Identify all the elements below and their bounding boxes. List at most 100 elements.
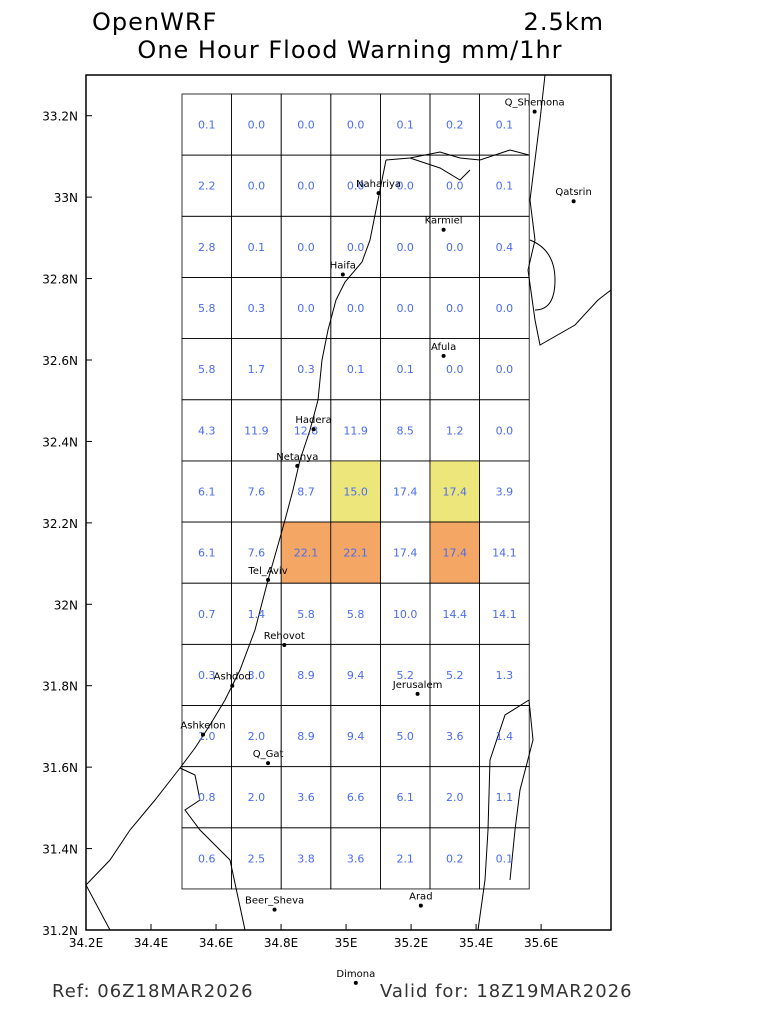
cell-value: 9.4 — [347, 730, 365, 743]
city-label: Ashdod — [214, 672, 251, 683]
city-label: Dimona — [336, 969, 375, 980]
cell-value: 3.6 — [347, 852, 365, 865]
cell-value: 2.1 — [396, 852, 414, 865]
city-dot — [441, 227, 446, 232]
cell-value: 0.0 — [297, 180, 315, 193]
y-tick-label: 31.8N — [42, 680, 78, 694]
x-tick-label: 34.6E — [199, 936, 233, 950]
city-label: Beer_Sheva — [245, 896, 304, 907]
map-frame — [85, 74, 612, 931]
city-dot — [441, 353, 446, 358]
cell-value: 0.0 — [347, 302, 365, 315]
cell-value: 22.1 — [343, 547, 368, 560]
cell-value: 1.1 — [496, 791, 514, 804]
cell-value: 3.0 — [248, 669, 266, 682]
city-label: Hadera — [295, 415, 331, 426]
cell-value: 0.2 — [446, 119, 464, 132]
cell-value: 0.0 — [347, 180, 365, 193]
x-tick-label: 35.4E — [459, 936, 493, 950]
cell-value: 7.6 — [248, 547, 266, 560]
title: One Hour Flood Warning mm/1hr — [137, 36, 562, 64]
city-label: Nahariya — [356, 179, 401, 190]
cell-value: 8.7 — [297, 485, 315, 498]
cell-value: 14.1 — [492, 547, 517, 560]
cell-value: 0.1 — [496, 852, 514, 865]
cell-value: 0.1 — [496, 180, 514, 193]
city-dot — [353, 980, 358, 985]
cell-value: 0.1 — [198, 119, 216, 132]
cell-value: 2.2 — [198, 180, 216, 193]
cell-value: 1.7 — [248, 363, 266, 376]
cell-value: 1.0 — [198, 730, 216, 743]
cell-value: 5.8 — [297, 608, 315, 621]
city-dot — [266, 577, 271, 582]
cell-value: 6.6 — [347, 791, 365, 804]
coastline — [85, 74, 612, 931]
city-label: Rehovot — [264, 631, 305, 642]
city-label: Arad — [409, 892, 432, 903]
cell-value: 0.1 — [347, 363, 365, 376]
cell-value: 17.4 — [393, 485, 418, 498]
cell-value: 0.0 — [297, 302, 315, 315]
city-dot — [272, 907, 277, 912]
cell-value: 9.4 — [347, 669, 365, 682]
y-tick-label: 32.6N — [42, 354, 78, 368]
cell-value: 14.1 — [492, 608, 517, 621]
cell-value: 0.0 — [446, 302, 464, 315]
cell-value: 0.3 — [248, 302, 266, 315]
city-label: Netanya — [276, 452, 318, 463]
y-tick-label: 33N — [54, 191, 78, 205]
ref-time: Ref: 06Z18MAR2026 — [52, 981, 254, 1002]
city-dot — [571, 199, 576, 204]
city-dot — [201, 732, 206, 737]
cell-value: 6.1 — [198, 485, 216, 498]
x-tick-label: 34.8E — [264, 936, 298, 950]
cell-value: 3.8 — [297, 852, 315, 865]
cell-value: 0.3 — [297, 363, 315, 376]
x-tick-label: 35.6E — [524, 936, 558, 950]
valid-time: Valid for: 18Z19MAR2026 — [380, 981, 633, 1002]
cell-value: 2.5 — [248, 852, 266, 865]
cell-value: 5.2 — [396, 669, 414, 682]
y-tick-label: 31.4N — [42, 843, 78, 857]
cell-value: 5.0 — [396, 730, 414, 743]
y-tick-label: 33.2N — [42, 110, 78, 124]
y-tick-label: 32.8N — [42, 273, 78, 287]
cell-value: 5.8 — [347, 608, 365, 621]
cell-value: 0.7 — [198, 608, 216, 621]
x-tick-label: 34.4E — [134, 936, 168, 950]
city-dot — [311, 427, 316, 432]
city-label: Haifa — [330, 261, 356, 272]
city-label: Karmiel — [425, 216, 463, 227]
city-dot — [282, 643, 287, 647]
cell-value: 14.4 — [443, 608, 468, 621]
city-label: Jerusalem — [392, 680, 443, 691]
cell-value: 0.0 — [347, 241, 365, 254]
cell-value: 0.6 — [198, 852, 216, 865]
cell-value: 0.0 — [446, 180, 464, 193]
y-tick-label: 32.4N — [42, 435, 78, 449]
cell-value: 5.2 — [446, 669, 464, 682]
cell-value: 0.4 — [496, 241, 514, 254]
city-dot — [230, 683, 235, 688]
city-dot — [295, 463, 300, 468]
cell-value: 0.0 — [347, 119, 365, 132]
cell-value: 0.0 — [297, 119, 315, 132]
y-tick-label: 31.2N — [42, 924, 78, 938]
city-label: Tel_Aviv — [247, 566, 287, 577]
cell-value: 17.4 — [443, 547, 468, 560]
cell-value: 1.4 — [496, 730, 514, 743]
grid-cell — [479, 827, 530, 890]
cell-value: 6.1 — [198, 547, 216, 560]
model: OpenWRF — [92, 8, 217, 36]
cell-value: 0.0 — [496, 363, 514, 376]
cell-value: 17.4 — [443, 485, 468, 498]
cell-value: 11.9 — [343, 424, 368, 437]
city-label: Q_Shemona — [505, 98, 565, 109]
cell-value: 0.0 — [496, 424, 514, 437]
cell-value: 0.2 — [446, 852, 464, 865]
city-dot — [532, 109, 537, 114]
cell-value: 0.1 — [396, 119, 414, 132]
cell-value: 8.9 — [297, 730, 315, 743]
